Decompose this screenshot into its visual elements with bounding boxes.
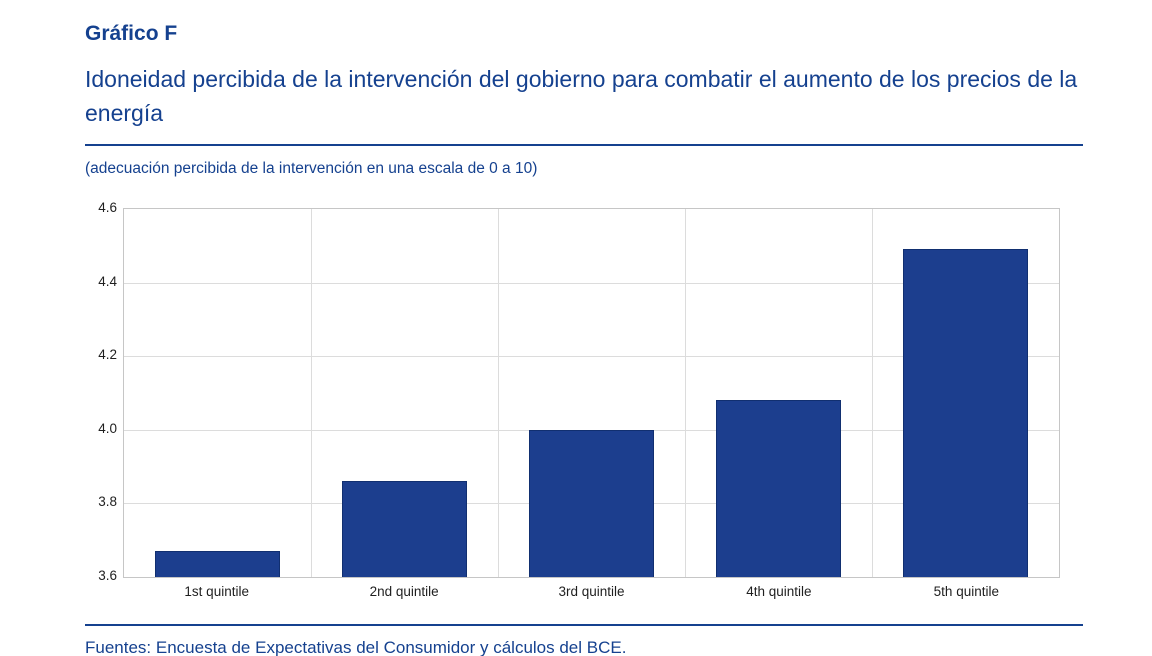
bar-5th-quintile xyxy=(903,249,1028,577)
bar-chart: 3.6 3.8 4.0 4.2 4.4 4.6 1st quintile 2nd quint… xyxy=(85,200,1083,610)
bar-1st-quintile xyxy=(155,551,280,577)
x-axis-labels: 1st quintile 2nd quintile 3rd quintile 4th … xyxy=(123,584,1060,604)
chart-title: Idoneidad percibida de la intervención d… xyxy=(85,66,1078,126)
chart-label: Gráfico F xyxy=(85,22,178,45)
x-category-label: 2nd quintile xyxy=(369,584,439,599)
vertical-gridline xyxy=(498,209,499,577)
y-tick-label: 4.2 xyxy=(98,347,117,363)
vertical-gridline xyxy=(685,209,686,577)
bar-2nd-quintile xyxy=(342,481,467,577)
plot-area xyxy=(123,208,1060,578)
x-category-label: 3rd quintile xyxy=(558,584,625,599)
vertical-gridline xyxy=(872,209,873,577)
y-tick-label: 3.8 xyxy=(98,494,117,510)
y-tick-label: 4.0 xyxy=(98,420,117,436)
x-category-label: 4th quintile xyxy=(746,584,812,599)
footer-divider xyxy=(85,624,1083,626)
y-axis-labels: 3.6 3.8 4.0 4.2 4.4 4.6 xyxy=(85,200,119,583)
x-category-label: 1st quintile xyxy=(184,584,249,599)
chart-subtitle: (adecuación percibida de la intervención… xyxy=(85,160,538,177)
bar-4th-quintile xyxy=(716,400,841,577)
horizontal-gridline xyxy=(124,282,1059,284)
vertical-gridline xyxy=(311,209,312,577)
y-tick-label: 3.6 xyxy=(98,568,117,583)
bar-3rd-quintile xyxy=(529,429,654,577)
title-divider xyxy=(85,144,1083,146)
y-tick-label: 4.4 xyxy=(98,273,117,289)
x-category-label: 5th quintile xyxy=(933,584,999,599)
y-tick-label: 4.6 xyxy=(98,200,117,215)
sources-text: Fuentes: Encuesta de Expectativas del Co… xyxy=(85,638,627,656)
horizontal-gridline xyxy=(124,356,1059,358)
